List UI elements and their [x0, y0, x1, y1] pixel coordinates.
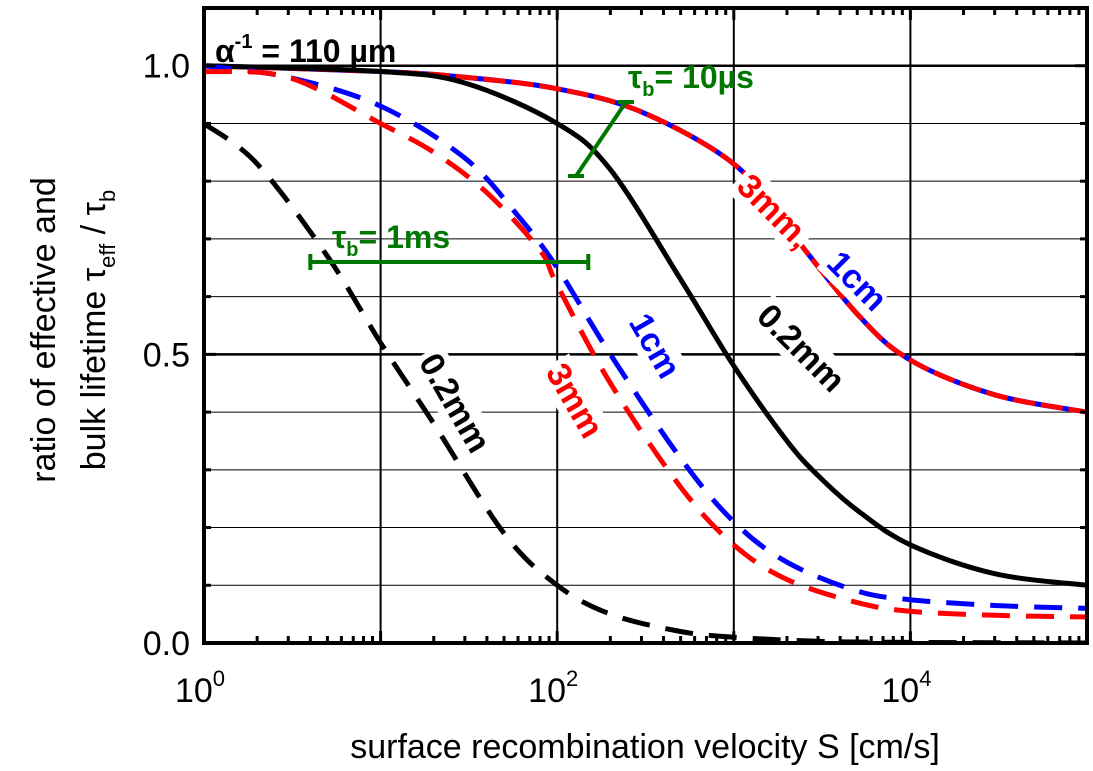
tau-10us-range-bar	[574, 100, 628, 178]
x-tick-label: 104	[881, 666, 931, 710]
series-line-10us-0.2mm	[204, 63, 1087, 588]
y-tick-label: 1.0	[143, 48, 190, 86]
y-axis-label-line1-group: ratio of effective and	[25, 177, 63, 483]
series-line-1ms-1cm	[204, 63, 1087, 611]
x-tick-label: 102	[528, 666, 578, 710]
x-axis-label: surface recombination velocity S [cm/s]	[350, 728, 940, 766]
y-axis-label-line1: ratio of effective and	[25, 177, 63, 483]
y-tick-label: 0.0	[143, 625, 190, 663]
y-tick-label: 0.5	[143, 336, 190, 374]
tau-range-bars	[308, 100, 634, 270]
y-label-sub-b: b	[95, 190, 120, 202]
tau-10us-annotation: τb= 10µs	[628, 59, 754, 101]
y-label-mid: / τ	[75, 201, 113, 243]
plot-frame	[202, 6, 1089, 645]
y-axis-label-line2: bulk lifetime τeff / τb	[75, 190, 120, 470]
y-label-prefix: bulk lifetime τ	[75, 267, 113, 470]
series-line-1ms-3mm	[204, 68, 1087, 620]
y-label-sub-eff: eff	[95, 243, 120, 268]
x-tick-label: 100	[175, 666, 225, 710]
tau-1ms-annotation: τb= 1ms	[332, 219, 450, 261]
tick-labels: 0.0 0.5 1.0 100 102 104	[143, 48, 932, 710]
alpha-annotation: α-1 = 110 µm	[215, 31, 396, 69]
y-axis-label-line2-group: bulk lifetime τeff / τb	[75, 190, 120, 470]
